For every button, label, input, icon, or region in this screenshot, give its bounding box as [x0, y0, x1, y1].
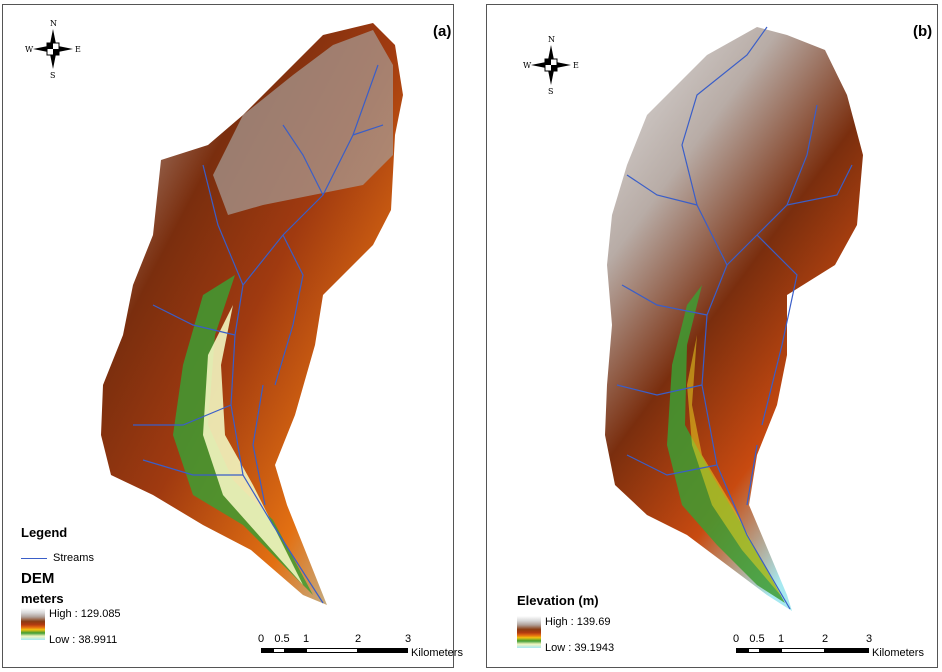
- streams-b: [616, 26, 853, 610]
- scale-tick: 0.5: [749, 633, 765, 645]
- legend-heading: DEM: [21, 570, 55, 587]
- scale-tick: 3: [404, 633, 412, 645]
- valley-core-a: [203, 305, 303, 585]
- north-arrow-icon: N S W E: [521, 35, 581, 97]
- valley-b: [667, 285, 785, 603]
- scale-units: Kilometers: [411, 647, 463, 659]
- compass-east: E: [573, 61, 579, 70]
- dem-map-a: [101, 23, 403, 605]
- scale-tick: 0: [732, 633, 740, 645]
- scale-tick: 2: [821, 633, 829, 645]
- scale-tick: 1: [302, 633, 310, 645]
- compass-east: E: [75, 45, 81, 54]
- legend-high: High : 129.085: [49, 608, 121, 620]
- north-arrow-icon: N S W E: [23, 19, 83, 81]
- legend-low: Low : 39.1943: [545, 642, 615, 654]
- scale-bar-b: 0 0.5 1 2 3 Kilometers: [732, 633, 933, 659]
- scale-tick: 0.5: [274, 633, 290, 645]
- compass-south: S: [50, 71, 56, 80]
- legend-high: High : 139.69: [545, 616, 611, 628]
- scale-tick: 0: [257, 633, 265, 645]
- panel-label-a: (a): [433, 23, 452, 40]
- scale-units: Kilometers: [872, 647, 924, 659]
- compass-north: N: [548, 35, 555, 44]
- scale-tick: 1: [777, 633, 785, 645]
- legend-low: Low : 38.9911: [49, 634, 118, 646]
- panel-label-b: (b): [913, 23, 933, 40]
- color-ramp: [21, 608, 45, 640]
- legend-streams-label: Streams: [53, 552, 94, 564]
- map-panel-b: (b) N S W E Elevation (m) High : 139.69 …: [486, 4, 938, 668]
- legend-b: Elevation (m) High : 139.69 Low : 39.194…: [517, 593, 614, 654]
- scale-tick: 2: [354, 633, 362, 645]
- legend-a: Legend Streams DEM meters High : 129.085…: [21, 525, 121, 646]
- streams-a: [133, 64, 384, 604]
- legend-subheading: meters: [21, 591, 64, 606]
- legend-heading: Elevation (m): [517, 593, 599, 608]
- compass-south: S: [548, 87, 554, 96]
- highland-a: [213, 30, 393, 215]
- valley-core-b: [687, 335, 782, 597]
- compass-north: N: [50, 19, 57, 28]
- legend-streams: Streams: [21, 552, 121, 564]
- color-ramp: [517, 616, 541, 648]
- compass-west: W: [523, 61, 532, 70]
- dem-map-b: [605, 26, 863, 611]
- scale-bar-a: 0 0.5 1 2 3 Kilometers: [257, 633, 463, 659]
- compass-west: W: [25, 45, 34, 54]
- watershed-b: [605, 27, 863, 611]
- legend-title: Legend: [21, 525, 68, 540]
- scale-tick: 3: [865, 633, 873, 645]
- map-panel-a: (a) N S W E Legend Streams DEM meters Hi…: [2, 4, 463, 668]
- stream-line-icon: [21, 557, 47, 559]
